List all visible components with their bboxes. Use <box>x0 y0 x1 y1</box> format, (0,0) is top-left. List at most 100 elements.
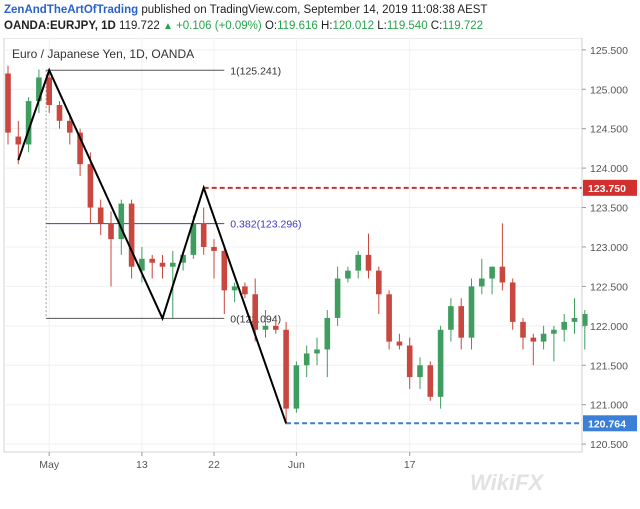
candle-body <box>345 270 351 279</box>
y-tick-label: 121.000 <box>590 400 628 412</box>
close-label: C: <box>430 20 443 32</box>
candle-body <box>221 250 228 291</box>
y-tick-label: 123.500 <box>590 203 628 215</box>
candle <box>314 337 320 366</box>
candle <box>221 246 228 314</box>
candle <box>437 325 444 409</box>
candle <box>283 321 289 425</box>
candle <box>242 282 248 299</box>
candle-body <box>582 314 588 326</box>
x-tick-label: 13 <box>136 459 148 471</box>
candle <box>520 317 526 350</box>
candle-body <box>211 246 217 251</box>
candle-body <box>540 333 547 342</box>
candle <box>108 211 114 287</box>
candle-body <box>242 286 248 295</box>
candle-body <box>149 258 155 263</box>
candle <box>5 65 11 145</box>
candle <box>551 325 557 362</box>
candle-body <box>386 294 392 342</box>
candle-body <box>437 329 444 397</box>
candle-body <box>334 278 341 318</box>
candle <box>97 199 104 236</box>
y-tick-label: 124.500 <box>590 124 628 136</box>
candle-body <box>36 77 42 102</box>
candle <box>273 317 279 334</box>
author-link[interactable]: ZenAndTheArtOfTrading <box>4 4 139 16</box>
candle <box>571 298 578 334</box>
candle <box>262 310 269 338</box>
candle <box>509 278 516 330</box>
candlestick-chart[interactable]: Euro / Japanese Yen, 1D, OANDA 1(125.241… <box>0 38 640 509</box>
candle-body <box>468 286 475 338</box>
candle <box>499 223 506 291</box>
candle <box>25 97 32 153</box>
open-value: 119.616 <box>277 20 318 32</box>
candle <box>293 361 300 413</box>
candle <box>36 69 42 113</box>
price-tag <box>583 179 637 196</box>
candle-body <box>200 223 207 247</box>
candle <box>46 70 52 113</box>
candles <box>5 65 588 425</box>
candle-body <box>458 306 464 338</box>
time-axis[interactable]: May 13 22 Jun 17 <box>39 452 416 471</box>
candle <box>582 310 588 350</box>
candle-body <box>427 365 434 397</box>
candle <box>365 233 372 279</box>
candle-body <box>159 262 166 267</box>
x-tick-label: 22 <box>208 459 220 471</box>
candle-body <box>406 345 413 378</box>
candle-body <box>571 317 578 322</box>
candle-body <box>365 254 372 271</box>
candle-body <box>87 164 94 208</box>
y-tick-label: 123.000 <box>590 242 628 254</box>
candle <box>128 199 135 279</box>
y-tick-label: 125.500 <box>590 45 628 57</box>
candle-body <box>190 223 197 255</box>
low-value: 119.540 <box>386 20 428 32</box>
candle <box>386 290 392 350</box>
price-tag-label: 120.764 <box>588 418 626 430</box>
candle-body <box>314 349 320 354</box>
candle <box>159 254 166 279</box>
candle <box>67 112 73 145</box>
candle-body <box>417 365 423 378</box>
candle-body <box>139 258 145 271</box>
publish-info: published on TradingView.com, September … <box>141 4 488 16</box>
candle-body <box>530 337 537 342</box>
candle-body <box>5 73 11 133</box>
candle-body <box>293 365 300 409</box>
plot-area[interactable] <box>3 38 583 453</box>
candle <box>149 254 155 279</box>
candle-body <box>128 203 135 267</box>
candle <box>324 310 331 378</box>
y-tick-label: 122.000 <box>590 321 628 333</box>
publish-line: ZenAndTheArtOfTrading published on Tradi… <box>4 4 487 16</box>
candle-body <box>170 262 176 267</box>
candle-body <box>15 136 22 145</box>
close-value: 119.722 <box>442 20 484 32</box>
candle-body <box>509 282 516 322</box>
candle-body <box>396 341 403 346</box>
candle <box>396 333 403 350</box>
x-tick-label: Jun <box>288 459 305 471</box>
horizontal-lines: 123.750 120.764 <box>203 179 637 432</box>
candle-body <box>448 306 454 330</box>
candle <box>427 361 434 401</box>
candle-body <box>180 254 186 263</box>
candle-body <box>273 325 279 330</box>
y-tick-label: 124.000 <box>590 163 628 175</box>
price-axis[interactable]: 125.500 125.000 124.500 124.000 123.500 123.0… <box>581 38 628 452</box>
candle-body <box>479 278 485 287</box>
candle-body <box>46 77 52 106</box>
candle-body <box>489 266 495 279</box>
candle <box>458 298 464 350</box>
candle-body <box>303 353 310 366</box>
candle <box>252 278 258 342</box>
watermark: WikiFX <box>470 470 544 495</box>
candle-body <box>551 329 557 334</box>
change-value: +0.106 (+0.09%) <box>176 20 262 32</box>
candle-body <box>561 321 567 330</box>
candle-body <box>97 207 104 224</box>
